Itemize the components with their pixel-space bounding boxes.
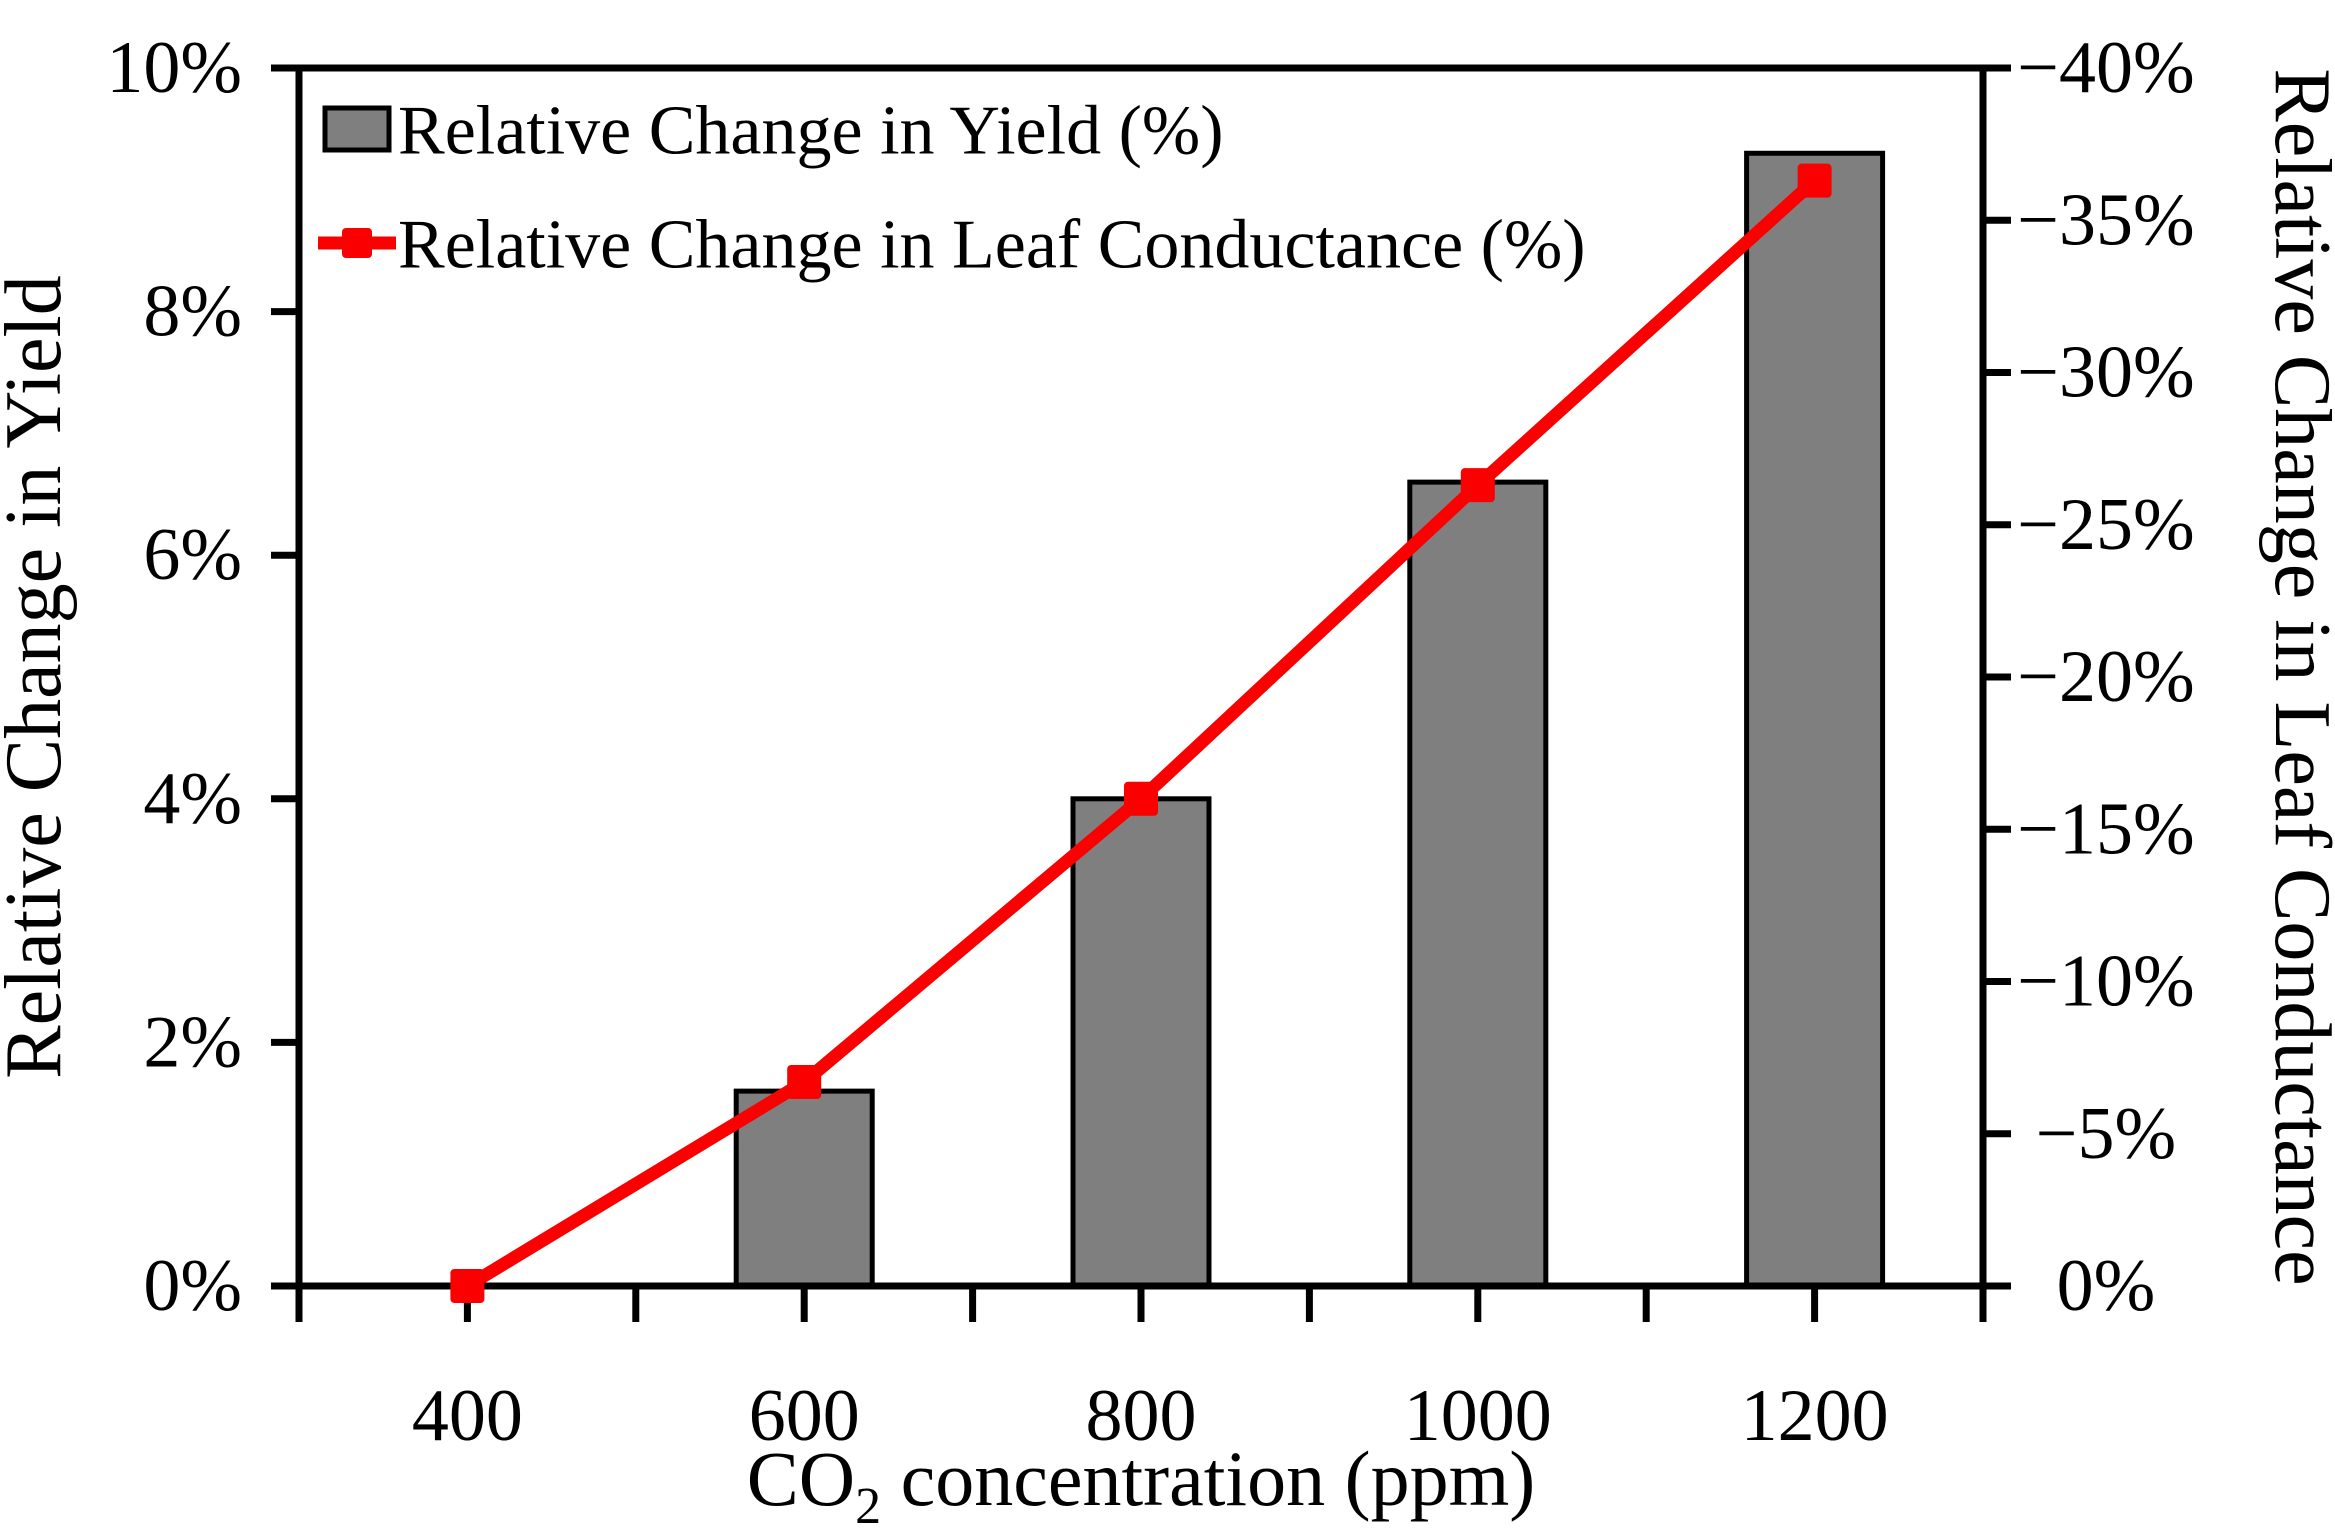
line-marker — [450, 1269, 485, 1303]
x-tick-label: 1200 — [1741, 1375, 1889, 1457]
bar — [1070, 796, 1212, 1289]
x-axis-title-subscript: 2 — [855, 1478, 881, 1535]
x-axis-title-prefix: CO — [747, 1435, 855, 1522]
right-tick-label: −5% — [2036, 1093, 2176, 1175]
x-tick-label: 1000 — [1404, 1375, 1552, 1457]
x-tick-label: 600 — [749, 1375, 860, 1457]
right-tick-label: −30% — [2017, 332, 2194, 414]
left-tick-label: 2% — [143, 1001, 242, 1083]
legend-label-yield: Relative Change in Yield (%) — [398, 93, 1224, 170]
line-marker — [1797, 163, 1832, 198]
left-axis-title: Relative Change in Yield — [0, 275, 78, 1079]
bar-series-layer — [733, 150, 1886, 1289]
line-marker — [787, 1064, 822, 1099]
left-tick-label: 0% — [143, 1245, 242, 1327]
right-axis-title: Relative Change in Leaf Conductance — [2258, 68, 2335, 1285]
x-axis-title: CO2 concentration (ppm) — [747, 1435, 1535, 1535]
legend: Relative Change in Yield (%) Relative Ch… — [318, 93, 1586, 284]
right-tick-label: −15% — [2017, 788, 2194, 870]
left-tick-label: 10% — [106, 27, 242, 109]
line-marker — [1460, 468, 1495, 503]
right-tick-label: −20% — [2017, 636, 2194, 718]
left-tick-label: 4% — [143, 758, 242, 840]
x-tick-label: 800 — [1086, 1375, 1197, 1457]
right-tick-label: −35% — [2017, 179, 2194, 261]
tick-layer: 400 600 800 1000 1200 0% 2% 4% 6% 8% 10% 0% −5% −10% −… — [106, 27, 2194, 1457]
left-tick-label: 8% — [143, 271, 242, 353]
legend-bar-swatch — [322, 105, 392, 153]
right-tick-label: 0% — [2057, 1245, 2156, 1327]
right-tick-label: −10% — [2017, 941, 2194, 1023]
left-tick-label: 6% — [143, 514, 242, 596]
x-tick-label: 400 — [412, 1375, 523, 1457]
line-series-layer — [450, 163, 1832, 1303]
legend-line-marker — [342, 228, 372, 258]
right-tick-label: −25% — [2017, 484, 2194, 566]
bar — [1407, 479, 1549, 1289]
legend-label-conductance: Relative Change in Leaf Conductance (%) — [398, 207, 1586, 284]
right-tick-label: −40% — [2017, 27, 2194, 109]
bar — [733, 1088, 875, 1289]
x-axis-title-suffix: concentration (ppm) — [881, 1435, 1535, 1522]
bar — [1744, 150, 1886, 1289]
line-marker — [1124, 781, 1158, 816]
